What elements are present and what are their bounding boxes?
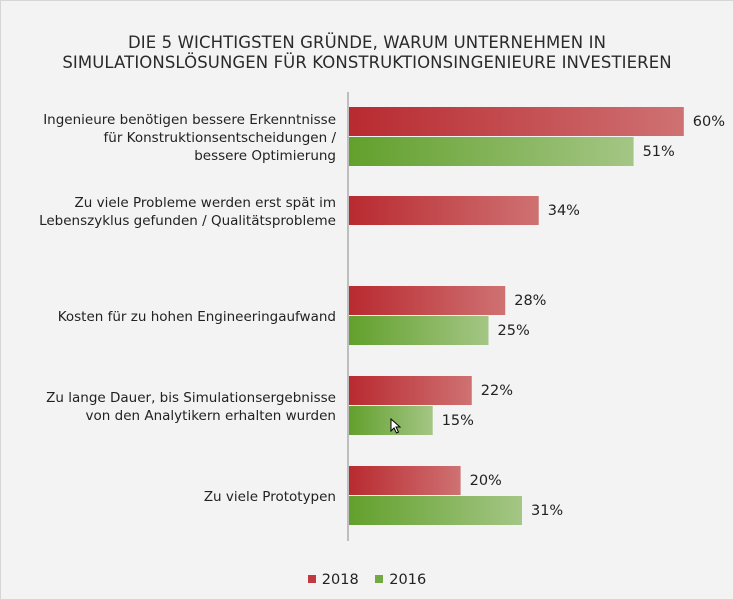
bar-2018-cat-3 bbox=[349, 286, 506, 315]
value-label-2018-cat-2: 34% bbox=[547, 203, 580, 219]
legend-item-2018: 2018 bbox=[307, 572, 359, 588]
category-label-5: Zu viele Prototypen bbox=[16, 488, 336, 506]
value-label-2018-cat-1: 60% bbox=[692, 114, 726, 130]
category-label-4-line-2: von den Analytikern erhalten wurden bbox=[85, 407, 336, 424]
legend-label-2016: 2016 bbox=[389, 572, 427, 588]
category-label-2: Zu viele Probleme werden erst spät im Leb… bbox=[16, 194, 336, 230]
value-label-2018-cat-5: 20% bbox=[469, 473, 502, 489]
value-label-2016-cat-3: 25% bbox=[497, 323, 530, 339]
category-label-1: Ingenieure benötigen bessere Erkenntniss… bbox=[16, 111, 336, 165]
value-label-2016-cat-5: 31% bbox=[530, 503, 564, 519]
value-label-2016-cat-4: 15% bbox=[441, 413, 474, 429]
bar-2018-cat-4 bbox=[349, 376, 472, 405]
legend-item-2016: 2016 bbox=[375, 572, 426, 588]
bar-2016-cat-5 bbox=[349, 496, 522, 525]
category-label-1-line-1: Ingenieure benötigen bessere Erkenntniss… bbox=[43, 111, 336, 128]
chart-title: DIE 5 WICHTIGSTEN GRÜNDE, WARUM UNTERNEH… bbox=[0, 33, 734, 73]
category-label-4: Zu lange Dauer, bis Simulationsergebniss… bbox=[16, 389, 336, 425]
chart-title-line-1: DIE 5 WICHTIGSTEN GRÜNDE, WARUM UNTERNEH… bbox=[127, 33, 607, 52]
legend-label-2018: 2018 bbox=[321, 572, 359, 588]
bar-2018-cat-1 bbox=[349, 107, 684, 136]
bar-2016-cat-1 bbox=[349, 137, 634, 166]
category-label-2-line-1: Zu viele Probleme werden erst spät im bbox=[74, 194, 337, 211]
category-label-1-line-2: für Konstruktionsentscheidungen / bbox=[103, 129, 336, 146]
mouse-cursor-icon bbox=[390, 418, 402, 434]
legend: 2018 2016 bbox=[0, 572, 734, 588]
value-label-2016-cat-1: 51% bbox=[642, 144, 675, 160]
bar-2016-cat-3 bbox=[349, 316, 489, 345]
category-label-5-line-1: Zu viele Prototypen bbox=[203, 488, 336, 505]
value-label-2018-cat-4: 22% bbox=[480, 383, 513, 399]
category-label-3-line-1: Kosten für zu hohen Engineeringaufwand bbox=[57, 308, 336, 325]
category-label-1-line-3: bessere Optimierung bbox=[194, 147, 336, 164]
bar-2018-cat-2 bbox=[349, 196, 539, 225]
category-label-3: Kosten für zu hohen Engineeringaufwand bbox=[16, 308, 336, 326]
chart-title-line-2: SIMULATIONSLÖSUNGEN FÜR KONSTRUKTIONSING… bbox=[62, 53, 672, 72]
legend-swatch-2018 bbox=[307, 575, 316, 583]
legend-swatch-2016 bbox=[375, 575, 384, 583]
category-label-2-line-2: Lebenszyklus gefunden / Qualitätsproblem… bbox=[39, 212, 336, 229]
category-label-4-line-1: Zu lange Dauer, bis Simulationsergebniss… bbox=[46, 389, 336, 406]
value-label-2018-cat-3: 28% bbox=[514, 293, 547, 309]
bar-2018-cat-5 bbox=[349, 466, 461, 495]
